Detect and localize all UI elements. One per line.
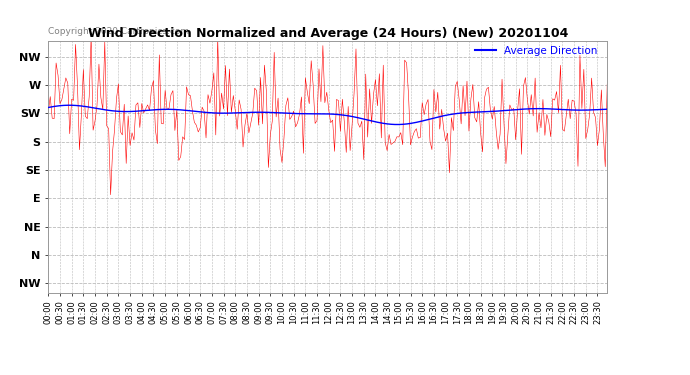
Legend: Average Direction: Average Direction — [471, 41, 602, 60]
Title: Wind Direction Normalized and Average (24 Hours) (New) 20201104: Wind Direction Normalized and Average (2… — [88, 27, 568, 40]
Text: Copyright 2020 Cartronics.com: Copyright 2020 Cartronics.com — [48, 27, 190, 36]
